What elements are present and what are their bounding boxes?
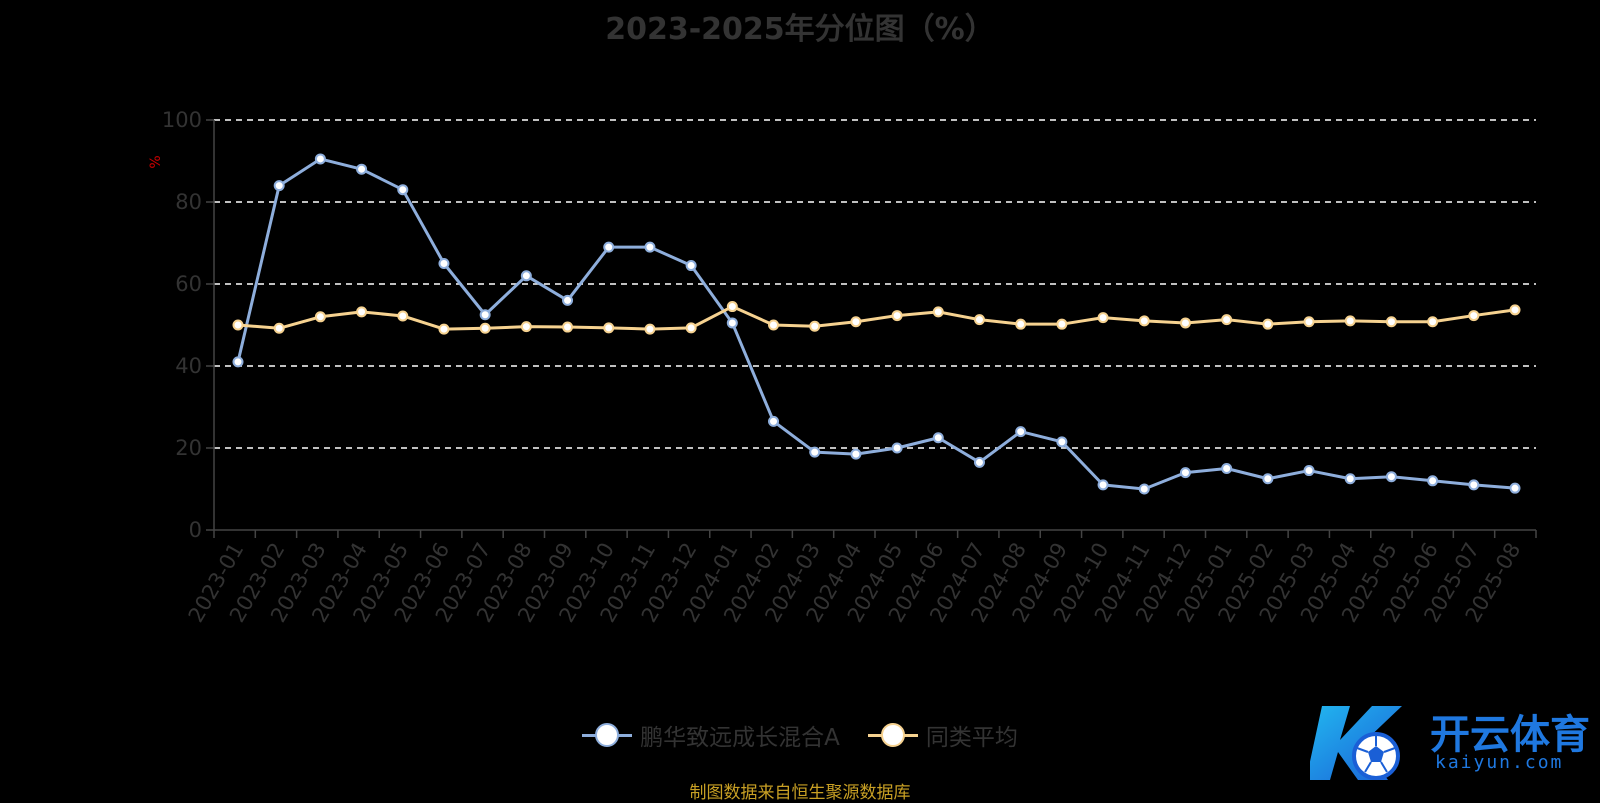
data-point[interactable] — [850, 448, 862, 460]
watermark-logo: 开云体育 kaiyun.com — [1310, 696, 1600, 786]
data-point[interactable] — [768, 415, 780, 427]
data-point[interactable] — [809, 446, 821, 458]
data-point[interactable] — [314, 153, 326, 165]
data-point[interactable] — [1468, 479, 1480, 491]
y-tick-label: 80 — [175, 190, 202, 214]
y-axis-label: % — [148, 155, 164, 168]
data-point[interactable] — [685, 322, 697, 334]
y-tick-label: 60 — [175, 272, 202, 296]
data-point[interactable] — [1427, 475, 1439, 487]
data-point[interactable] — [973, 456, 985, 468]
data-point[interactable] — [932, 432, 944, 444]
data-point[interactable] — [314, 311, 326, 323]
data-point[interactable] — [232, 319, 244, 331]
data-point[interactable] — [1385, 316, 1397, 328]
data-source-note: 制图数据来自恒生聚源数据库 — [689, 783, 911, 803]
series-lines — [232, 153, 1521, 495]
k-soccer-ball-logo-icon — [1310, 706, 1402, 780]
grid-lines — [214, 119, 1536, 449]
series-line-1 — [236, 157, 1516, 491]
data-point[interactable] — [1097, 479, 1109, 491]
data-point[interactable] — [850, 316, 862, 328]
data-point[interactable] — [1509, 304, 1521, 316]
data-point[interactable] — [726, 317, 738, 329]
data-point[interactable] — [1097, 312, 1109, 324]
data-point[interactable] — [644, 241, 656, 253]
data-point[interactable] — [520, 270, 532, 282]
data-point[interactable] — [397, 184, 409, 196]
legend-swatch-series-1 — [582, 722, 633, 748]
data-point[interactable] — [273, 322, 285, 334]
data-point[interactable] — [1056, 318, 1068, 330]
legend: 鹏华致远成长混合A 同类平均 — [0, 718, 1600, 752]
data-point[interactable] — [1509, 482, 1521, 494]
y-tick-label: 40 — [175, 354, 202, 378]
legend-item-series-1[interactable]: 鹏华致远成长混合A — [582, 718, 840, 752]
watermark-brand-url: kaiyun.com — [1435, 752, 1564, 773]
y-tick-label: 100 — [162, 108, 202, 132]
data-point[interactable] — [726, 301, 738, 313]
legend-label-series-2: 同类平均 — [925, 725, 1018, 751]
y-tick-label: 0 — [189, 518, 202, 542]
data-point[interactable] — [1138, 315, 1150, 327]
data-point[interactable] — [1427, 316, 1439, 328]
data-point[interactable] — [520, 321, 532, 333]
tick-labels: 0204060801002023-012023-022023-032023-04… — [162, 108, 1525, 626]
data-point[interactable] — [438, 323, 450, 335]
axes — [206, 119, 1537, 538]
data-point[interactable] — [1385, 471, 1397, 483]
data-point[interactable] — [973, 314, 985, 326]
data-point[interactable] — [1221, 314, 1233, 326]
data-point[interactable] — [932, 306, 944, 318]
data-point[interactable] — [891, 310, 903, 322]
data-point[interactable] — [1138, 483, 1150, 495]
data-point[interactable] — [438, 258, 450, 269]
data-point[interactable] — [644, 323, 656, 335]
legend-item-series-2[interactable]: 同类平均 — [867, 718, 1018, 752]
y-tick-label: 20 — [175, 436, 202, 460]
data-point[interactable] — [685, 260, 697, 272]
data-point[interactable] — [562, 294, 574, 306]
data-point[interactable] — [1056, 436, 1068, 448]
data-point[interactable] — [1015, 318, 1027, 330]
data-point[interactable] — [1262, 473, 1274, 485]
data-point[interactable] — [397, 310, 409, 322]
data-point[interactable] — [768, 319, 780, 331]
data-point[interactable] — [1221, 463, 1233, 474]
data-point[interactable] — [1015, 426, 1027, 438]
data-point[interactable] — [891, 442, 903, 454]
data-point[interactable] — [562, 321, 574, 333]
data-point[interactable] — [1179, 317, 1191, 329]
data-point[interactable] — [809, 320, 821, 332]
chart-title: 2023-2025年分位图（%） — [605, 12, 995, 47]
data-point[interactable] — [1344, 315, 1356, 327]
data-point[interactable] — [1344, 473, 1356, 485]
data-point[interactable] — [1179, 467, 1191, 479]
data-point[interactable] — [273, 180, 285, 192]
series-line-2 — [237, 305, 1516, 331]
data-point[interactable] — [603, 322, 615, 334]
data-point[interactable] — [232, 356, 244, 368]
data-point[interactable] — [356, 306, 368, 318]
data-point[interactable] — [603, 241, 615, 253]
data-point[interactable] — [1468, 310, 1480, 322]
data-point[interactable] — [479, 309, 491, 321]
data-point[interactable] — [1262, 318, 1274, 330]
data-point[interactable] — [1303, 316, 1315, 328]
watermark-brand-text: 开云体育 — [1430, 712, 1590, 758]
data-point[interactable] — [356, 163, 368, 175]
legend-swatch-series-2 — [867, 722, 918, 748]
legend-label-series-1: 鹏华致远成长混合A — [640, 725, 840, 751]
data-point[interactable] — [1303, 465, 1315, 477]
data-point[interactable] — [479, 322, 491, 334]
